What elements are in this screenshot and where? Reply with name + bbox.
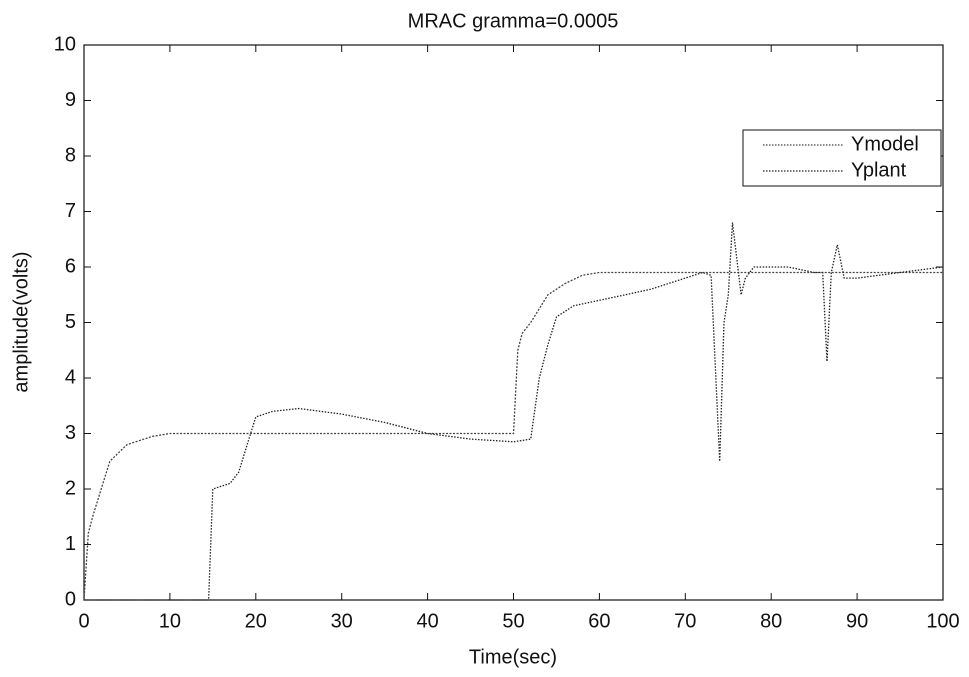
y-tick-label: 4 [65, 366, 76, 388]
y-tick-label: 5 [65, 311, 76, 333]
y-tick-label: 1 [65, 533, 76, 555]
y-axis-label: amplitude(volts) [10, 251, 32, 392]
x-tick-label: 10 [159, 610, 181, 632]
x-tick-label: 90 [846, 610, 868, 632]
legend-label: Yplant [851, 159, 907, 181]
x-axis-label: Time(sec) [469, 646, 557, 668]
y-tick-label: 8 [65, 144, 76, 166]
data-line [84, 222, 944, 601]
plot-frame [83, 44, 944, 601]
x-tick-label: 50 [502, 610, 524, 632]
x-tick-label: 60 [588, 610, 610, 632]
legend-box [742, 129, 942, 187]
x-tick-label: 20 [245, 610, 267, 632]
x-tick-label: 40 [416, 610, 438, 632]
y-tick-label: 0 [65, 588, 76, 610]
y-tick-label: 7 [65, 200, 76, 222]
chart-title: MRAC gramma=0.0005 [408, 10, 619, 32]
y-tick-label: 6 [65, 255, 76, 277]
x-tick-label: 30 [331, 610, 353, 632]
data-line [83, 271, 943, 601]
x-tick-label: 0 [78, 610, 89, 632]
x-tick-label: 100 [926, 610, 959, 632]
y-tick-label: 10 [54, 33, 76, 55]
x-tick-label: 80 [760, 610, 782, 632]
y-tick-label: 3 [65, 422, 76, 444]
legend-label: Ymodel [851, 133, 919, 155]
y-tick-label: 2 [65, 477, 76, 499]
x-tick-label: 70 [674, 610, 696, 632]
y-tick-label: 9 [65, 89, 76, 111]
